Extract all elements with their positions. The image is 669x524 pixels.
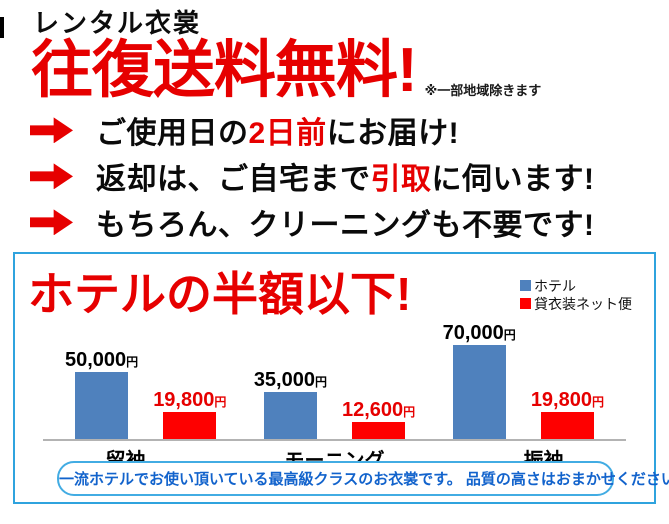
bar-value: 70,000 [442, 321, 504, 344]
free-shipping-headline: 往復送料無料! [31, 36, 418, 105]
chart-legend: ホテル 貸衣装ネット便 [520, 277, 632, 313]
feature-text: 返却は、ご自宅まで引取に伺います! [96, 154, 595, 198]
bar-hotel-tomesode [75, 371, 129, 439]
feature-text-post: に伺います! [431, 163, 595, 197]
header: レンタル衣裳 往復送料無料! ※一部地域除きます [0, 0, 669, 103]
bar-net-tomesode [163, 411, 217, 439]
yen-unit: 円 [214, 394, 227, 409]
feature-text-pre: ご使用日の [96, 117, 249, 151]
bar-group-tomesode: 50,000円 19,800円 [65, 349, 226, 439]
feature-delivery: ご使用日の2日前にお届け! [30, 114, 669, 150]
bar-value-label: 50,000円 [65, 349, 138, 371]
left-edge-mark [0, 17, 4, 38]
headline-note: ※一部地域除きます [424, 82, 542, 98]
bar-hotel-morning [263, 391, 317, 439]
bar-group-morning: 35,000円 12,600円 [254, 369, 415, 439]
legend-item-hotel: ホテル [520, 277, 632, 295]
feature-text-post: にお届け! [326, 117, 460, 151]
bar-value-label: 19,800円 [531, 389, 604, 411]
quality-note-pill: 一流ホテルでお使い頂いている最高級クラスのお衣裳です。 品質の高さはおまかせくだ… [57, 460, 669, 496]
feature-text-highlight: 2日前 [248, 117, 327, 151]
feature-pickup: 返却は、ご自宅まで引取に伺います! [30, 160, 669, 196]
bar-value-label: 35,000円 [254, 369, 327, 391]
bar-value: 50,000 [65, 348, 127, 371]
right-arrow-icon [30, 117, 73, 144]
legend-item-net: 貸衣装ネット便 [520, 295, 632, 313]
feature-text-pre: もちろん、クリーニングも不要です! [96, 209, 595, 243]
bar-value: 19,800 [530, 388, 592, 411]
bar-value: 19,800 [153, 388, 215, 411]
feature-list: ご使用日の2日前にお届け! 返却は、ご自宅まで引取に伺います! もちろん、クリー… [0, 114, 669, 242]
feature-text: もちろん、クリーニングも不要です! [96, 200, 595, 244]
legend-swatch-blue-icon [520, 280, 531, 292]
bar-col-net: 19,800円 [153, 389, 226, 439]
yen-unit: 円 [403, 404, 416, 419]
quality-note-text: 一流ホテルでお使い頂いている最高級クラスのお衣裳です。 品質の高さはおまかせくだ… [59, 470, 669, 488]
yen-unit: 円 [591, 394, 604, 409]
bar-net-furisode [540, 411, 594, 439]
bar-value-label: 12,600円 [342, 399, 415, 421]
bar-value-label: 19,800円 [153, 389, 226, 411]
bar-col-net: 19,800円 [531, 389, 604, 439]
yen-unit: 円 [503, 327, 516, 342]
legend-label-net: 貸衣装ネット便 [534, 295, 632, 312]
brand-title: レンタル衣裳 [33, 8, 202, 38]
yen-unit: 円 [126, 354, 139, 369]
legend-swatch-red-icon [520, 298, 531, 310]
feature-text-pre: 返却は、ご自宅まで [96, 163, 371, 197]
feature-no-cleaning: もちろん、クリーニングも不要です! [30, 206, 669, 242]
bar-net-morning [352, 421, 406, 439]
bar-col-hotel: 70,000円 [443, 322, 516, 439]
legend-label-hotel: ホテル [534, 277, 576, 294]
panel-title: ホテルの半額以下! [28, 267, 412, 320]
feature-text: ご使用日の2日前にお届け! [96, 108, 459, 152]
chart-plot-area: 50,000円 19,800円 35,000円 12,600円 [65, 322, 604, 439]
bar-hotel-furisode [452, 344, 506, 439]
headline-row: 往復送料無料! ※一部地域除きます [0, 39, 669, 103]
right-arrow-icon [30, 163, 73, 190]
bar-col-hotel: 50,000円 [65, 349, 138, 439]
bar-value: 35,000 [253, 368, 315, 391]
price-comparison-panel: ホテルの半額以下! ホテル 貸衣装ネット便 50,000円 19,800円 [13, 251, 669, 504]
bar-col-net: 12,600円 [342, 399, 415, 439]
bar-group-furisode: 70,000円 19,800円 [443, 322, 604, 439]
bar-value-label: 70,000円 [443, 322, 516, 344]
bar-col-hotel: 35,000円 [254, 369, 327, 439]
bar-chart: 50,000円 19,800円 35,000円 12,600円 [43, 318, 626, 441]
feature-text-highlight: 引取 [370, 163, 432, 197]
right-arrow-icon [30, 209, 73, 236]
yen-unit: 円 [314, 374, 327, 389]
bar-value: 12,600 [342, 398, 404, 421]
